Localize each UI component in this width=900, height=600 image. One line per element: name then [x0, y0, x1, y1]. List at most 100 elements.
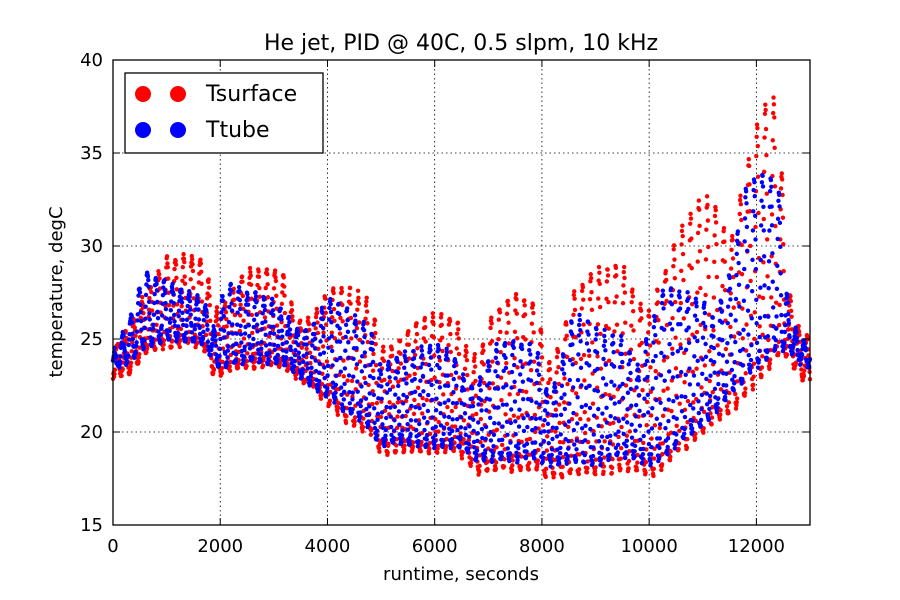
data-point [296, 350, 301, 355]
data-point [686, 340, 692, 345]
data-point [451, 376, 456, 382]
data-point [279, 301, 285, 307]
data-point [693, 296, 699, 301]
data-point [215, 323, 221, 328]
data-point [587, 383, 592, 388]
data-point [113, 353, 119, 358]
data-point [746, 157, 751, 162]
data-point [320, 344, 326, 349]
data-point [650, 386, 655, 391]
data-point [206, 285, 212, 290]
data-point [431, 335, 437, 340]
data-point [612, 329, 617, 334]
data-point [435, 450, 440, 455]
data-point [128, 360, 134, 366]
data-point [664, 448, 670, 453]
data-point [389, 347, 395, 352]
data-point [608, 433, 613, 438]
data-point [760, 295, 766, 301]
data-point [189, 330, 195, 335]
data-point [263, 285, 268, 291]
data-point [251, 336, 256, 342]
data-point [245, 351, 250, 356]
data-point [781, 241, 786, 247]
data-point [645, 392, 651, 398]
data-point [271, 331, 277, 336]
data-point [577, 312, 582, 318]
data-point [572, 307, 578, 313]
data-point [390, 368, 395, 374]
data-point [448, 372, 454, 378]
data-point [560, 464, 565, 470]
data-point [400, 401, 406, 406]
data-point [546, 380, 551, 386]
data-point [460, 450, 465, 455]
data-point [607, 441, 613, 446]
data-point [803, 348, 809, 353]
data-point [369, 333, 375, 338]
data-point [627, 448, 632, 454]
data-point [590, 453, 596, 459]
data-point [595, 354, 600, 359]
data-point [576, 333, 581, 338]
data-point [513, 431, 518, 437]
data-point [524, 441, 530, 447]
data-point [595, 366, 600, 372]
data-point [236, 284, 242, 290]
data-point [581, 352, 587, 358]
data-point [553, 429, 558, 434]
data-point [205, 339, 211, 344]
data-point [552, 385, 558, 390]
data-point [722, 288, 728, 293]
data-point [710, 315, 715, 320]
data-point [778, 244, 783, 250]
data-point [713, 207, 718, 213]
data-point [382, 377, 387, 383]
data-point [413, 404, 418, 410]
data-point [137, 290, 143, 295]
data-point [651, 466, 657, 471]
data-point [516, 441, 521, 446]
data-point [578, 327, 583, 333]
data-point [272, 342, 277, 348]
data-point [532, 448, 538, 454]
data-point [659, 462, 665, 467]
data-point [718, 412, 723, 417]
data-point [742, 239, 747, 244]
data-point [331, 286, 336, 291]
data-point [582, 378, 587, 383]
data-point [644, 399, 650, 405]
data-point [408, 424, 413, 429]
data-point [419, 344, 424, 349]
data-point [709, 422, 714, 427]
data-point [137, 345, 142, 350]
data-point [512, 362, 517, 368]
data-point [603, 348, 608, 353]
x-axis-label: runtime, seconds [383, 564, 539, 585]
data-point [191, 339, 197, 344]
data-point [563, 337, 568, 342]
data-point [258, 352, 264, 357]
data-point [355, 379, 360, 384]
data-point [567, 357, 573, 363]
data-point [486, 363, 491, 369]
data-point [634, 385, 639, 390]
data-point [700, 335, 706, 340]
data-point [227, 364, 232, 369]
data-point [445, 356, 450, 361]
data-point [660, 441, 666, 446]
data-point [632, 443, 638, 449]
data-point [506, 302, 511, 308]
data-point [142, 325, 148, 331]
data-point [496, 317, 502, 322]
data-point [679, 409, 685, 414]
data-point [649, 436, 654, 441]
data-point [648, 413, 654, 418]
data-point [159, 323, 164, 328]
data-point [558, 445, 563, 451]
data-point [181, 252, 186, 257]
data-point [689, 301, 695, 307]
data-point [748, 357, 754, 363]
data-point [352, 329, 357, 334]
data-point [753, 237, 758, 242]
